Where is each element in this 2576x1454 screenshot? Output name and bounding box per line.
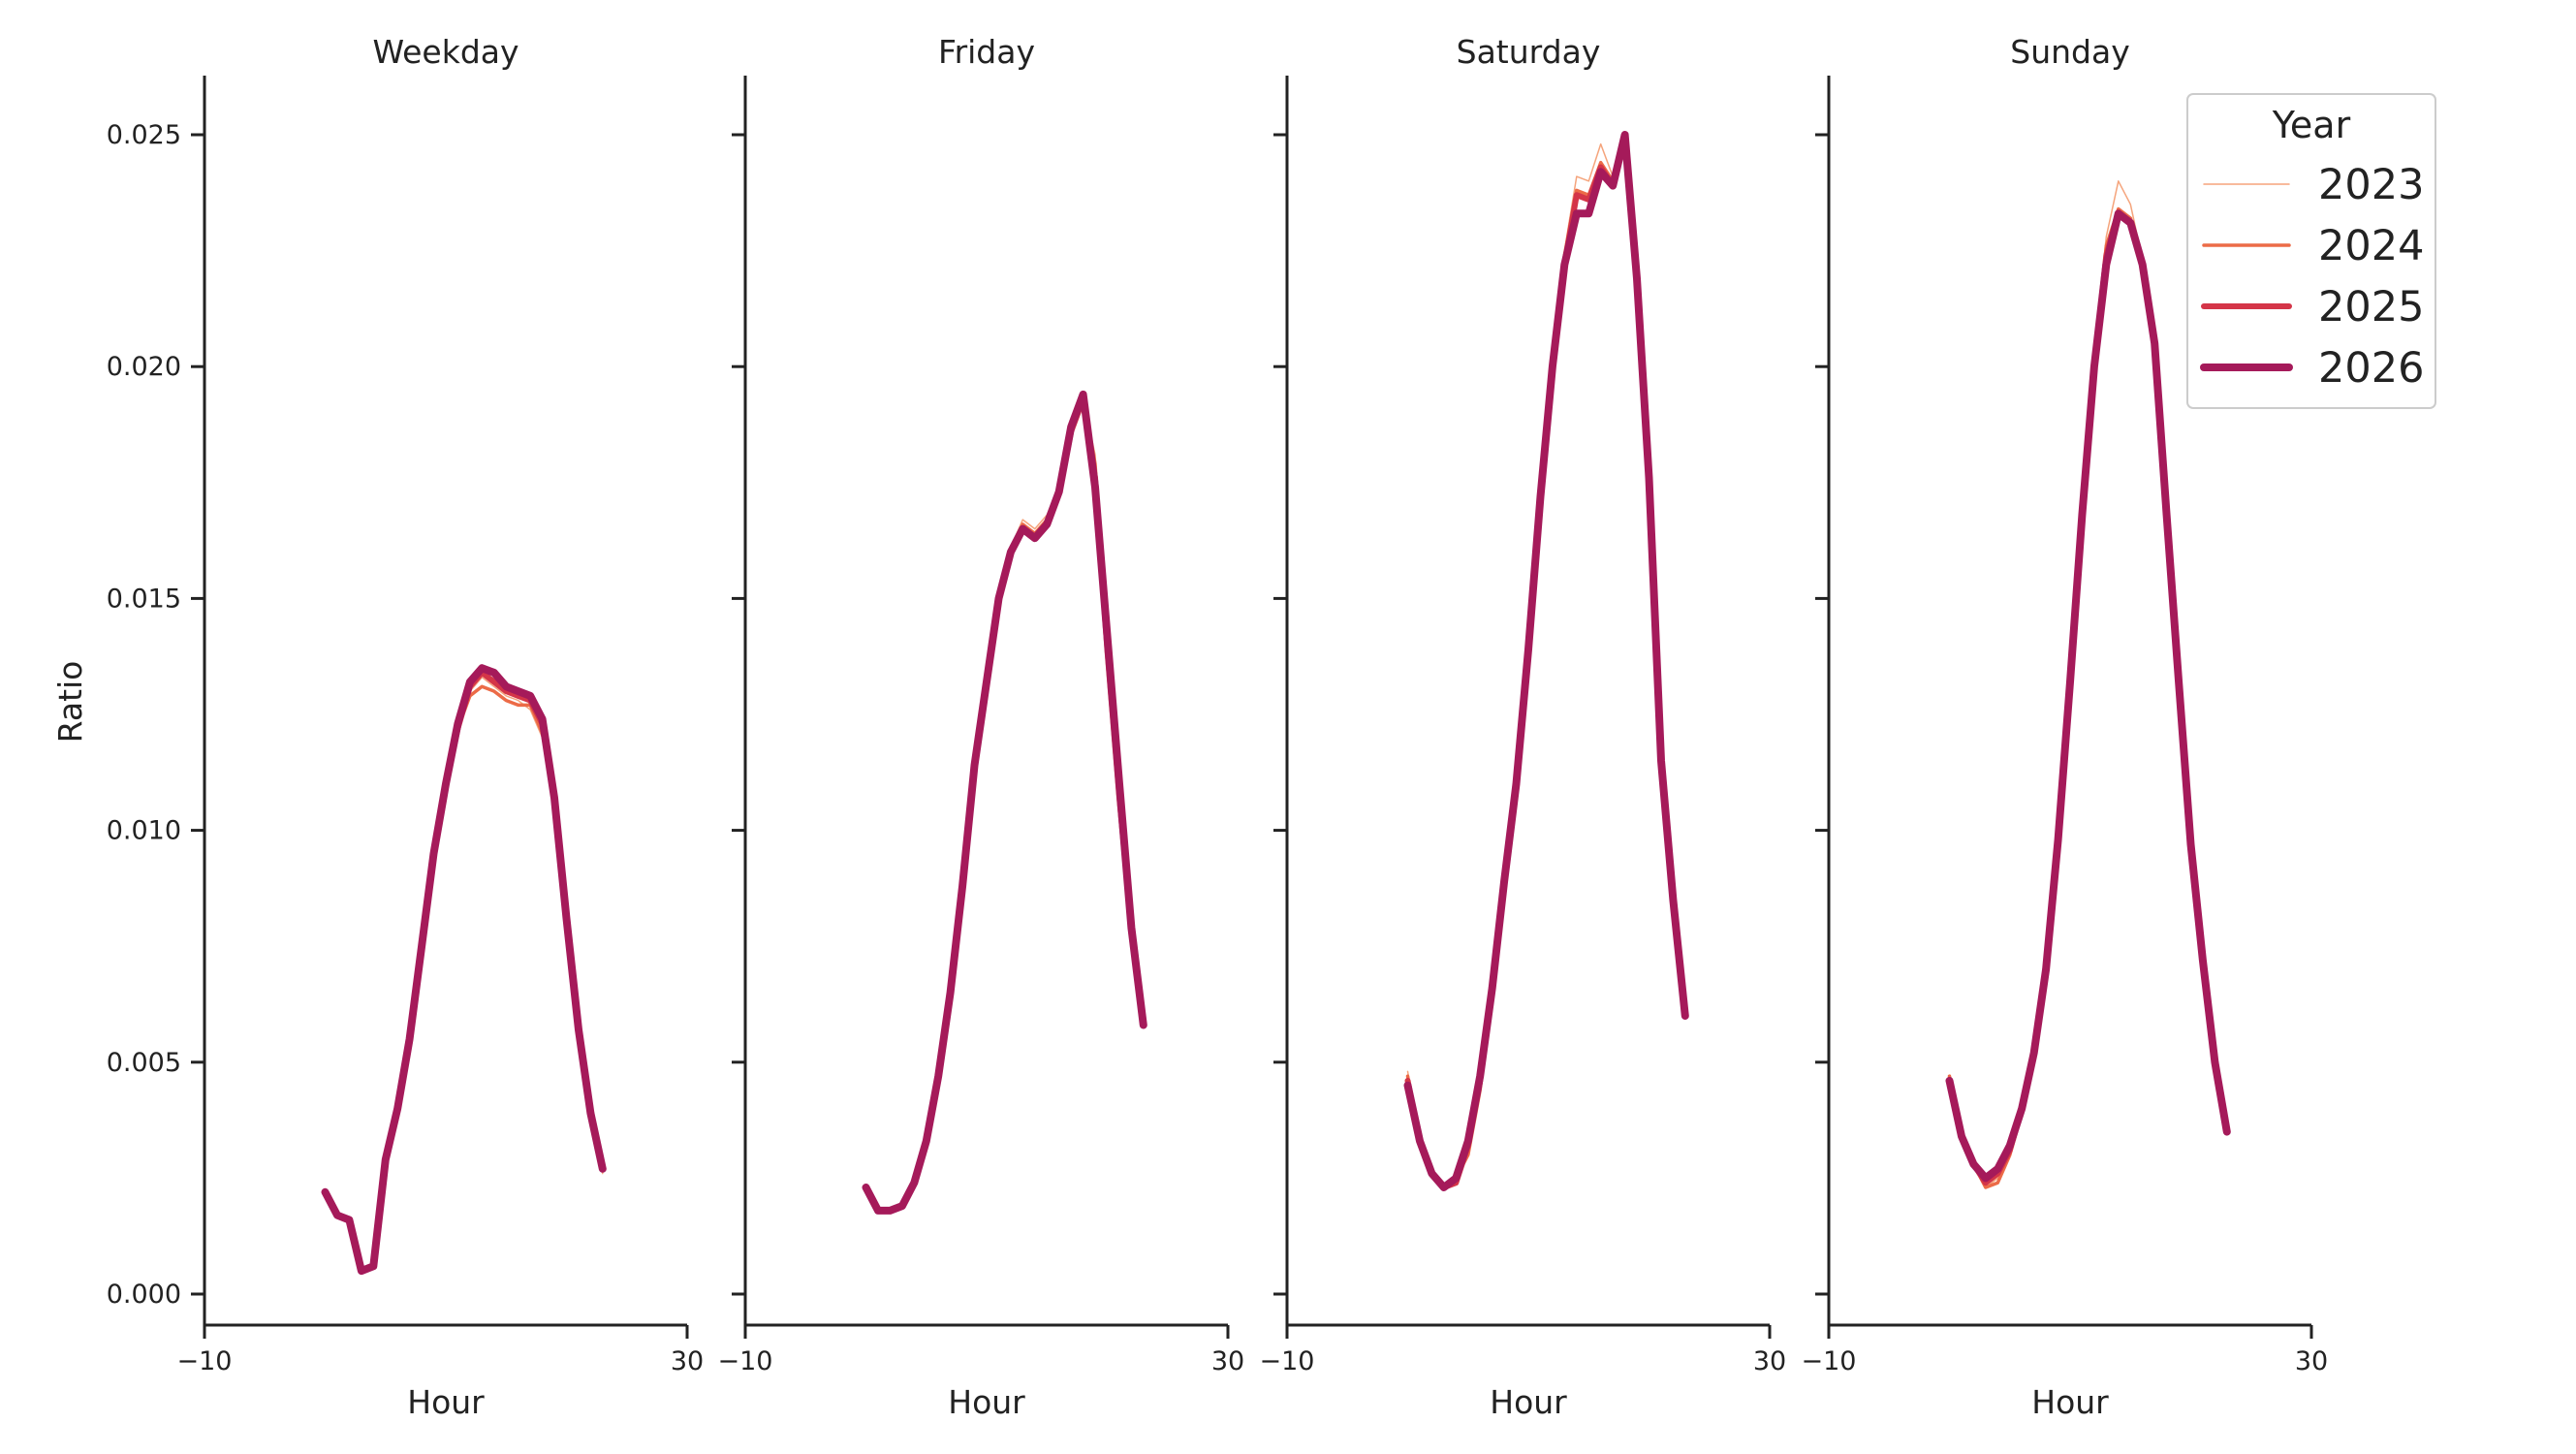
- y-tick-label: 0.025: [107, 120, 181, 150]
- panel-friday: Friday −10 30 Hour: [718, 33, 1245, 1421]
- series-line-2025: [1404, 132, 1688, 1190]
- legend-label-2023: 2023: [2318, 161, 2424, 209]
- legend-label-2026: 2026: [2318, 344, 2424, 393]
- series-line-2024: [864, 396, 1146, 1213]
- panel-saturday: Saturday −10 30 Hour: [1260, 33, 1787, 1421]
- legend-frame: [2186, 93, 2436, 409]
- legend: Year 2023 2024 2025 2026: [2186, 93, 2436, 409]
- series-line-2023: [1948, 180, 2228, 1188]
- panel-title: Sunday: [2010, 33, 2129, 71]
- x-axis-label: Hour: [948, 1383, 1025, 1421]
- x-tick-label: 30: [671, 1346, 704, 1376]
- series-line-2024: [1947, 206, 2229, 1189]
- series-line-2026: [1945, 209, 2231, 1183]
- series-line-2025: [1946, 210, 2230, 1186]
- series-line-2023: [1406, 134, 1686, 1188]
- x-axis-label: Hour: [2031, 1383, 2109, 1421]
- x-tick-label: 30: [1753, 1346, 1786, 1376]
- panel-sunday: Sunday −10 30 Hour: [1802, 33, 2329, 1421]
- x-tick-label: −10: [1260, 1346, 1315, 1376]
- series-line-2025: [322, 669, 606, 1275]
- y-tick-label: 0.010: [107, 816, 181, 846]
- x-tick-label: 30: [2295, 1346, 2328, 1376]
- series-line-2026: [1403, 131, 1689, 1191]
- x-tick-label: −10: [718, 1346, 773, 1376]
- series-line-2024: [323, 684, 605, 1273]
- panel-title: Saturday: [1457, 33, 1601, 71]
- series-line-2024: [1405, 133, 1687, 1189]
- series-line-2025: [863, 395, 1147, 1214]
- x-tick-label: −10: [1802, 1346, 1857, 1376]
- series-line-2026: [321, 664, 607, 1276]
- series-line-2023: [864, 397, 1145, 1212]
- y-tick-label: 0.015: [107, 584, 181, 614]
- x-axis-label: Hour: [1490, 1383, 1567, 1421]
- series-line-2023: [324, 676, 604, 1272]
- x-tick-label: −10: [177, 1346, 233, 1376]
- panel-weekday: Weekday 0.000 0.005 0.010 0.015 0.020 0.025 −10…: [107, 33, 704, 1421]
- panel-title: Weekday: [372, 33, 518, 71]
- y-tick-label: 0.005: [107, 1048, 181, 1078]
- legend-label-2025: 2025: [2318, 283, 2424, 332]
- series-line-2026: [862, 390, 1147, 1215]
- panels: Weekday 0.000 0.005 0.010 0.015 0.020 0.025 −10…: [107, 33, 2328, 1421]
- y-axis-label: Ratio: [51, 661, 89, 743]
- panel-title: Friday: [938, 33, 1035, 71]
- legend-label-2024: 2024: [2318, 222, 2424, 270]
- legend-title: Year: [2272, 104, 2351, 146]
- y-tick-label: 0.000: [107, 1280, 181, 1310]
- x-tick-label: 30: [1211, 1346, 1244, 1376]
- y-tick-label: 0.020: [107, 352, 181, 382]
- x-axis-label: Hour: [407, 1383, 485, 1421]
